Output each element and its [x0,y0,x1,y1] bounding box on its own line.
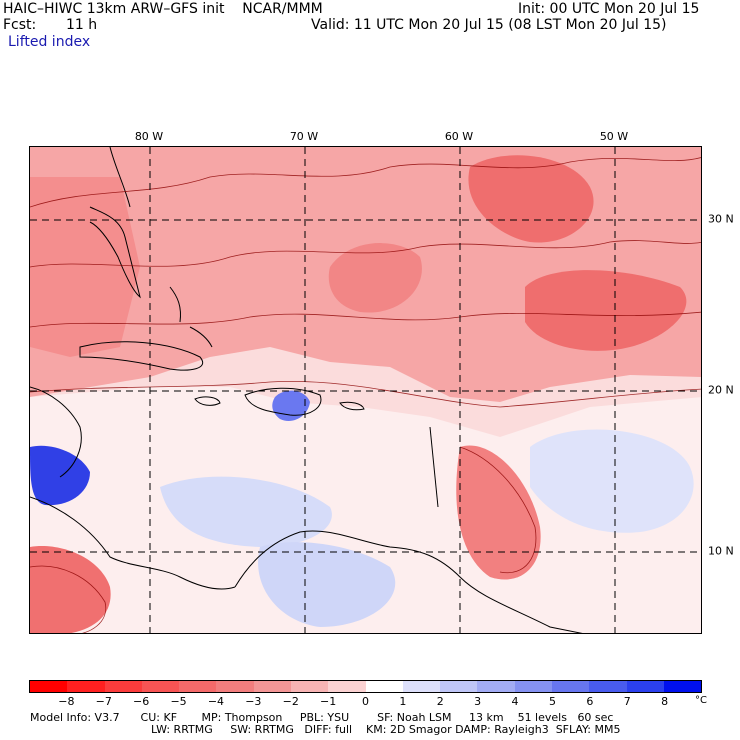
lesser-antilles-coast [429,426,439,508]
color-scale-tick-label: −3 [245,695,262,708]
shading-guiana-red [456,445,541,580]
map-canvas [30,147,701,633]
south-america-coast [234,530,583,633]
color-scale-swatch [663,681,702,692]
color-scale-tick-label: −4 [207,695,225,708]
color-scale-tick-label: 4 [511,695,519,708]
valid-time: Valid: 11 UTC Mon 20 Jul 15 (08 LST Mon … [311,17,667,33]
contour-line [30,565,107,633]
shading-central-atlantic-blue [530,429,694,533]
puerto-rico-coast [339,401,365,411]
color-scale-swatch [253,681,291,692]
yucatan-coast [30,386,82,478]
longitude-label-50w: 50 W [599,130,629,143]
color-scale-unit: °C [695,695,707,706]
florida-coast [89,206,141,299]
contour-line [459,446,537,574]
color-scale-tick-label: −6 [133,695,150,708]
model-info-line-1: Model Info: V3.7 CU: KF MP: Thompson PBL… [30,711,614,724]
model-info-line-2: LW: RRTMG SW: RRTMG DIFF: full KM: 2D Sm… [151,723,621,736]
shading-gulf-red [30,177,140,357]
lifted-index-map [29,146,702,634]
color-scale-tick-label: 5 [548,695,556,708]
color-scale-tick-label: −7 [95,695,112,708]
color-scale-bar [29,680,702,693]
longitude-label-80w: 80 W [134,130,164,143]
shading-atlantic-core [468,155,594,243]
us-east-coast [109,147,131,208]
field-name: Lifted index [8,34,91,50]
color-scale-swatch [179,681,217,692]
color-scale-swatch [104,681,142,692]
color-scale-tick-label: −8 [58,695,75,708]
init-time: Init: 00 UTC Mon 20 Jul 15 [518,1,700,17]
shading-atlantic-core-east [525,270,687,351]
color-scale-swatch [440,681,478,692]
color-scale-swatch [626,681,664,692]
cuba-coast [79,341,203,371]
color-scale-swatch [551,681,590,692]
hispaniola-coast [244,387,322,416]
color-scale-tick-label: −1 [320,695,337,708]
contour-lines [30,157,701,633]
jamaica-coast [194,396,221,406]
latitude-label-30n: 30 N [708,212,734,226]
color-scale-tick-label: 6 [586,695,594,708]
longitude-label-60w: 60 W [444,130,474,143]
forecast-label: Fcst: [3,17,37,33]
color-scale-tick-label: 0 [362,695,369,708]
color-scale-swatch [290,681,329,692]
color-scale-swatch [30,681,68,692]
color-scale-tick-label: −5 [170,695,187,708]
bahamas-coast [169,286,213,348]
color-scale-swatch [216,681,254,692]
color-scale-tick-label: −2 [282,695,299,708]
color-scale-tick-label: 7 [623,695,631,708]
run-title: HAIC–HIWC 13km ARW–GFS init NCAR/MMM [3,1,323,17]
shading-pacific-red [30,546,111,633]
latitude-label-20n: 20 N [708,383,734,397]
color-scale-swatch [365,681,403,692]
forecast-hour: 11 h [66,17,98,33]
color-scale-swatch [67,681,105,692]
shading-bahamas-core [328,243,422,313]
central-america-coast [30,496,236,590]
color-scale-tick-label: 8 [661,695,669,708]
color-scale-swatch [589,681,627,692]
longitude-label-70w: 70 W [289,130,319,143]
color-scale-tick-label: 1 [399,695,407,708]
color-scale-tick-label: 3 [474,695,482,708]
color-scale-swatch [328,681,366,692]
color-scale-swatch [514,681,552,692]
contour-line [30,311,701,328]
coastlines [30,147,583,633]
graticule [30,147,701,633]
latitude-label-10n: 10 N [708,544,734,558]
shading-caribbean-blue [160,476,332,547]
color-scale-swatch [477,681,515,692]
shading-colombia-blue [258,542,396,627]
color-scale-swatch [141,681,180,692]
color-scale-swatch [402,681,441,692]
contour-line [30,240,701,268]
color-scale-tick-label: 2 [436,695,444,708]
contour-line [30,381,701,408]
